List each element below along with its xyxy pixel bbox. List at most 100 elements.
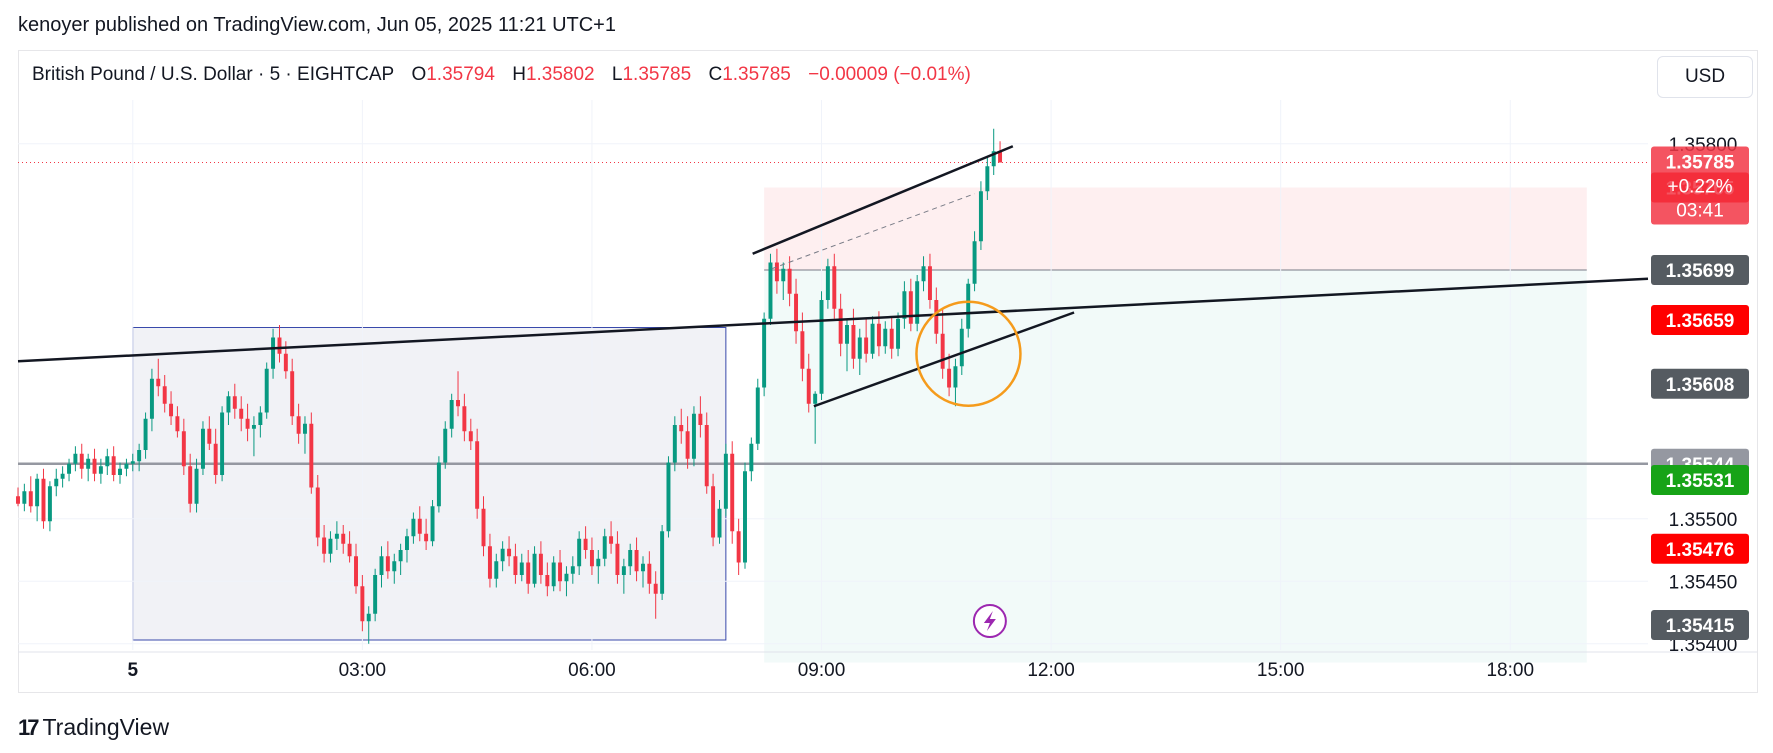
candle (271, 328, 276, 379)
price-tag-value: 1.35476 (1666, 540, 1735, 561)
candle-body (494, 561, 499, 579)
candle-body (194, 468, 199, 504)
price-tag-1.35659: 1.35659 (1651, 305, 1749, 335)
time-tick-label: 15:00 (1257, 660, 1305, 681)
candle (424, 518, 429, 550)
candle-body (787, 268, 792, 294)
candle (118, 462, 122, 484)
candle-body (277, 337, 282, 354)
candle-body (653, 583, 658, 594)
candle-body (794, 293, 799, 332)
candle-body (991, 151, 996, 167)
candle-body (411, 518, 416, 537)
candle (583, 526, 588, 559)
lightning-icon (983, 611, 996, 631)
candle (570, 556, 575, 584)
candle-body (558, 562, 563, 582)
candle-body (309, 423, 314, 488)
candle (768, 253, 773, 325)
candle-body (813, 393, 818, 404)
candle-body (774, 262, 779, 282)
candle-body (551, 562, 556, 587)
candle-body (264, 368, 269, 413)
candle (615, 531, 620, 584)
price-tag-value: 1.35699 (1666, 261, 1735, 282)
candle (653, 571, 658, 619)
candle (181, 418, 186, 475)
candle-body (526, 562, 531, 584)
candle (207, 416, 212, 450)
candle-body (545, 575, 550, 587)
candle-body (468, 431, 473, 442)
candle-body (60, 473, 65, 479)
candle-body (315, 487, 320, 538)
candle-body (379, 556, 384, 575)
candle-body (577, 538, 582, 567)
candle-body (124, 463, 129, 469)
candle-body (857, 337, 862, 359)
tradingview-logo-text: TradingView (42, 714, 170, 740)
candle (366, 606, 371, 644)
candle (749, 437, 754, 482)
candle (806, 353, 811, 413)
candle-body (966, 283, 971, 329)
candle (328, 531, 333, 563)
candle-body (755, 387, 760, 444)
candle (194, 458, 199, 513)
symbol-name[interactable]: British Pound / U.S. Dollar · 5 · EIGHTC… (32, 64, 395, 85)
candle-body (105, 456, 110, 467)
candle-body (392, 561, 397, 572)
candle-body (838, 308, 843, 344)
candle (86, 453, 91, 482)
candle (398, 543, 403, 575)
candle-body (156, 378, 161, 387)
candle (162, 375, 167, 413)
candle (991, 128, 996, 175)
candle (405, 528, 409, 563)
tradingview-logo[interactable]: 17 TradingView (18, 714, 169, 741)
candle (532, 546, 537, 588)
candle (762, 312, 767, 397)
candle-body (953, 366, 958, 388)
candle-body (226, 396, 231, 413)
candle-body (73, 453, 78, 464)
candle-body (947, 368, 952, 388)
candle (966, 278, 971, 338)
candle (245, 403, 250, 442)
candle (864, 318, 869, 363)
candle (373, 568, 378, 622)
candle-body (615, 543, 620, 575)
candle (717, 500, 722, 544)
candle-body (845, 325, 849, 344)
candle (787, 256, 792, 307)
candle (813, 391, 818, 444)
candle-body (851, 325, 856, 359)
candle-body (513, 556, 518, 575)
candle-body (137, 450, 142, 462)
candle-body (366, 613, 371, 622)
candle-body (22, 491, 27, 504)
candle-body (570, 566, 575, 574)
candle (513, 543, 518, 584)
price-tag-1.35699: 1.35699 (1651, 255, 1749, 285)
price-tag-box (1651, 255, 1749, 285)
currency-button[interactable]: USD (1657, 56, 1753, 98)
candle-body (239, 408, 244, 419)
candle-body (188, 466, 193, 504)
candle-body (717, 508, 722, 538)
candle (379, 546, 384, 588)
candle (755, 378, 760, 450)
candle (462, 393, 467, 442)
candle (621, 558, 626, 594)
candle (137, 443, 142, 472)
candle-body (283, 353, 288, 372)
candle (781, 262, 786, 300)
candle (602, 528, 607, 567)
candle-body (602, 536, 607, 559)
candle (481, 496, 486, 557)
candle (430, 500, 435, 547)
candle-body (341, 533, 346, 544)
candle (41, 468, 46, 529)
candle (475, 428, 480, 519)
